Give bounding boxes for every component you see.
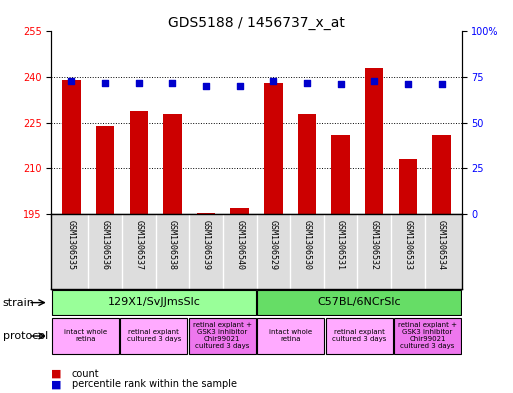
Bar <box>399 160 417 214</box>
Point <box>438 81 446 88</box>
Bar <box>298 114 316 214</box>
Point <box>303 79 311 86</box>
Text: percentile rank within the sample: percentile rank within the sample <box>72 379 237 389</box>
Text: count: count <box>72 369 100 379</box>
Point <box>168 79 176 86</box>
Bar <box>394 318 461 354</box>
Bar <box>257 318 324 354</box>
Point <box>67 78 75 84</box>
Bar <box>264 83 283 214</box>
Point <box>269 78 278 84</box>
Text: 129X1/SvJJmsSlc: 129X1/SvJJmsSlc <box>107 297 201 307</box>
Text: ■: ■ <box>51 369 62 379</box>
Point <box>134 79 143 86</box>
Text: GSM1306537: GSM1306537 <box>134 220 143 270</box>
Text: GSM1306532: GSM1306532 <box>370 220 379 270</box>
Bar <box>197 213 215 214</box>
Bar <box>326 318 392 354</box>
Text: GSM1306534: GSM1306534 <box>437 220 446 270</box>
Bar <box>230 208 249 214</box>
Text: C57BL/6NCrSlc: C57BL/6NCrSlc <box>317 297 401 307</box>
Text: strain: strain <box>3 298 34 308</box>
Text: intact whole
retina: intact whole retina <box>64 329 107 342</box>
Text: retinal explant
cultured 3 days: retinal explant cultured 3 days <box>332 329 386 342</box>
Bar <box>62 80 81 214</box>
Text: retinal explant
cultured 3 days: retinal explant cultured 3 days <box>127 329 181 342</box>
Text: GSM1306538: GSM1306538 <box>168 220 177 270</box>
Text: GSM1306539: GSM1306539 <box>202 220 210 270</box>
Text: ■: ■ <box>51 379 62 389</box>
Point <box>337 81 345 88</box>
Bar <box>52 290 256 315</box>
Point <box>404 81 412 88</box>
Bar <box>331 135 350 214</box>
Point <box>101 79 109 86</box>
Bar <box>96 126 114 214</box>
Bar <box>163 114 182 214</box>
Text: GSM1306530: GSM1306530 <box>303 220 311 270</box>
Bar <box>365 68 384 214</box>
Bar <box>432 135 451 214</box>
Bar <box>52 318 119 354</box>
Bar <box>257 290 461 315</box>
Text: GSM1306536: GSM1306536 <box>101 220 110 270</box>
Point <box>202 83 210 90</box>
Text: intact whole
retina: intact whole retina <box>269 329 312 342</box>
Text: GSM1306529: GSM1306529 <box>269 220 278 270</box>
Title: GDS5188 / 1456737_x_at: GDS5188 / 1456737_x_at <box>168 17 345 30</box>
Text: GSM1306540: GSM1306540 <box>235 220 244 270</box>
Bar <box>121 318 187 354</box>
Text: retinal explant +
GSK3 inhibitor
Chir99021
cultured 3 days: retinal explant + GSK3 inhibitor Chir990… <box>193 322 252 349</box>
Text: GSM1306535: GSM1306535 <box>67 220 76 270</box>
Point <box>235 83 244 90</box>
Text: retinal explant +
GSK3 inhibitor
Chir99021
cultured 3 days: retinal explant + GSK3 inhibitor Chir990… <box>398 322 457 349</box>
Text: GSM1306531: GSM1306531 <box>336 220 345 270</box>
Bar <box>189 318 256 354</box>
Point <box>370 78 379 84</box>
Text: GSM1306533: GSM1306533 <box>403 220 412 270</box>
Text: protocol: protocol <box>3 331 48 341</box>
Bar <box>129 111 148 214</box>
